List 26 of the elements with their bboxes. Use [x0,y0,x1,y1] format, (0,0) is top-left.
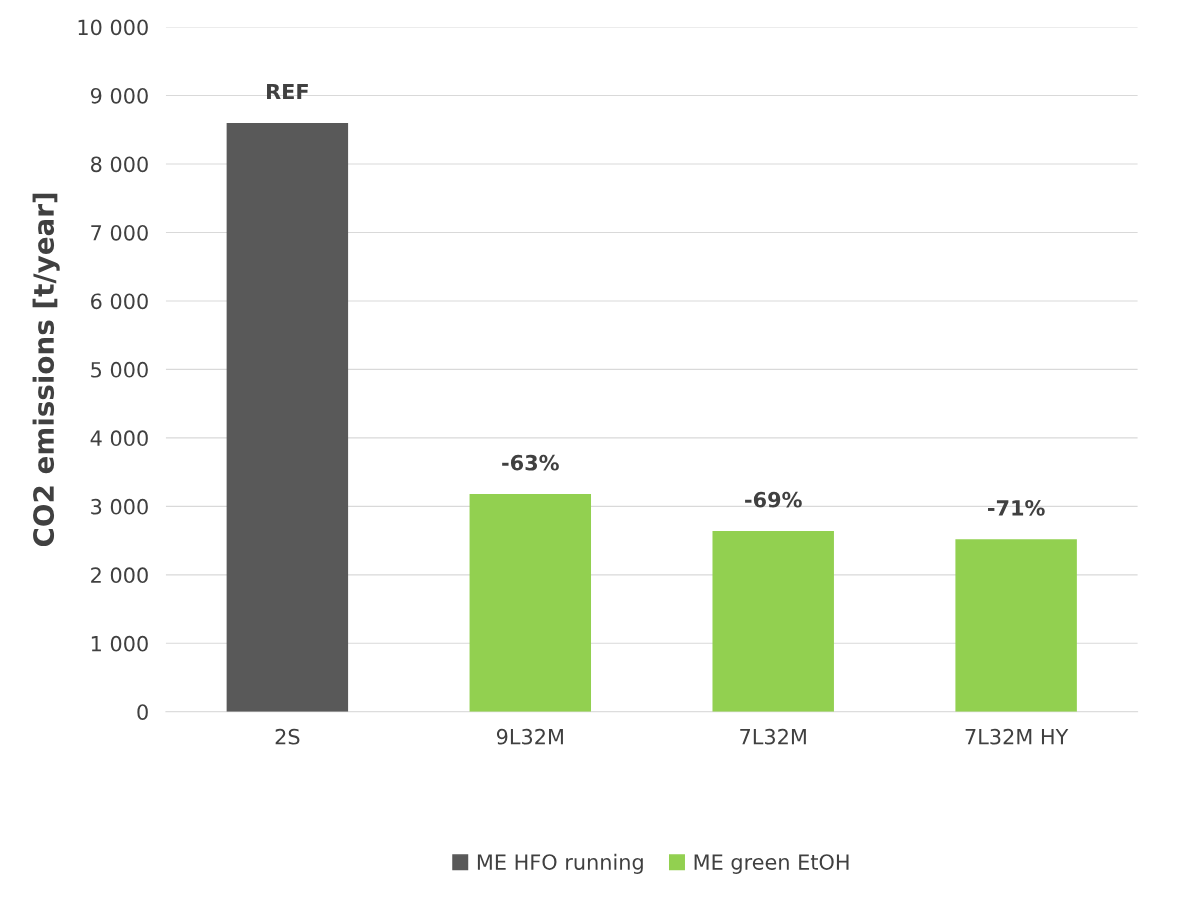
y-tick-label: 5 000 [91,361,148,378]
bar [955,539,1077,712]
x-tick-label: 7L32M HY [965,728,1069,745]
annotation: -71% [988,499,1045,516]
y-tick-label: 1 000 [91,635,148,652]
bar [226,122,349,712]
bar [469,494,592,712]
annotation: REF [267,83,308,100]
annotation: -63% [502,454,559,471]
y-tick-label: 9 000 [90,87,148,104]
x-tick-label: 9L32M [496,728,563,745]
y-tick-label: 2 000 [91,567,148,584]
annotation: -69% [745,491,802,508]
y-axis-title: CO2 emissions [t/year] [32,193,60,547]
x-tick-label: 7L32M [740,728,806,745]
legend-label: ME HFO running [477,853,643,874]
y-tick-label: 4 000 [90,430,148,447]
x-tick-label: 2S [275,728,300,745]
y-tick-label: 0 [137,704,148,720]
y-tick-label: 6 000 [91,293,148,310]
y-tick-label: 10 000 [78,19,148,36]
y-tick-label: 7 000 [91,224,148,241]
legend-label: ME green EtOH [694,854,849,874]
y-tick-label: 8 000 [91,156,148,173]
y-tick-label: 3 000 [91,498,148,515]
bar [712,531,834,712]
